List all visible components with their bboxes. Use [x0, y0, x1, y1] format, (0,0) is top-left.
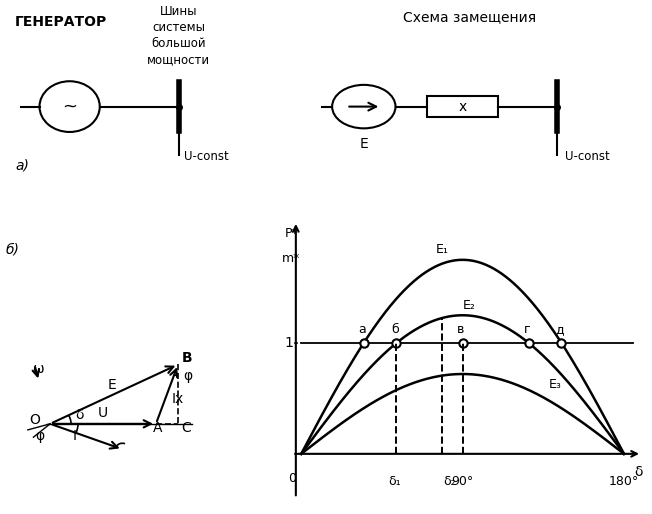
Text: E₂: E₂	[463, 299, 475, 311]
Text: φ: φ	[35, 429, 44, 443]
Text: б): б)	[6, 243, 20, 256]
Text: 180°: 180°	[609, 475, 639, 488]
Text: A: A	[153, 421, 163, 435]
Text: Схема замещения: Схема замещения	[403, 10, 536, 24]
Text: ω: ω	[32, 362, 43, 376]
Text: φ: φ	[183, 369, 192, 383]
Text: δ: δ	[634, 465, 643, 479]
Text: δ: δ	[75, 409, 83, 423]
Text: O: O	[29, 413, 40, 427]
Text: а): а)	[15, 158, 29, 172]
Text: г: г	[524, 323, 530, 336]
Text: E₃: E₃	[549, 378, 561, 392]
Bar	[427, 96, 497, 118]
Text: δ₂: δ₂	[443, 475, 456, 488]
Text: δ₁: δ₁	[389, 475, 401, 488]
Text: m*: m*	[282, 252, 301, 265]
Text: ~: ~	[62, 98, 77, 116]
Text: а: а	[358, 323, 366, 336]
Text: 90°: 90°	[451, 475, 474, 488]
Text: Ix: Ix	[171, 392, 183, 406]
Text: x: x	[458, 100, 467, 114]
Text: B: B	[181, 351, 192, 364]
Text: P*: P*	[284, 227, 298, 240]
Text: б: б	[391, 323, 398, 336]
Text: ГЕНЕРАТОР: ГЕНЕРАТОР	[15, 15, 108, 29]
Text: I: I	[73, 429, 77, 443]
Text: C: C	[181, 421, 191, 435]
Text: д: д	[556, 323, 564, 336]
Text: в: в	[457, 323, 464, 336]
Text: U-const: U-const	[185, 150, 229, 163]
Text: Шины
системы
большой
мощности: Шины системы большой мощности	[147, 5, 210, 66]
Text: U-const: U-const	[565, 150, 609, 163]
Text: 0: 0	[288, 471, 296, 485]
Text: 1: 1	[284, 336, 293, 350]
Text: E: E	[108, 378, 116, 392]
Text: E₁: E₁	[436, 243, 449, 256]
Text: U: U	[98, 406, 108, 420]
Text: E: E	[359, 137, 368, 151]
